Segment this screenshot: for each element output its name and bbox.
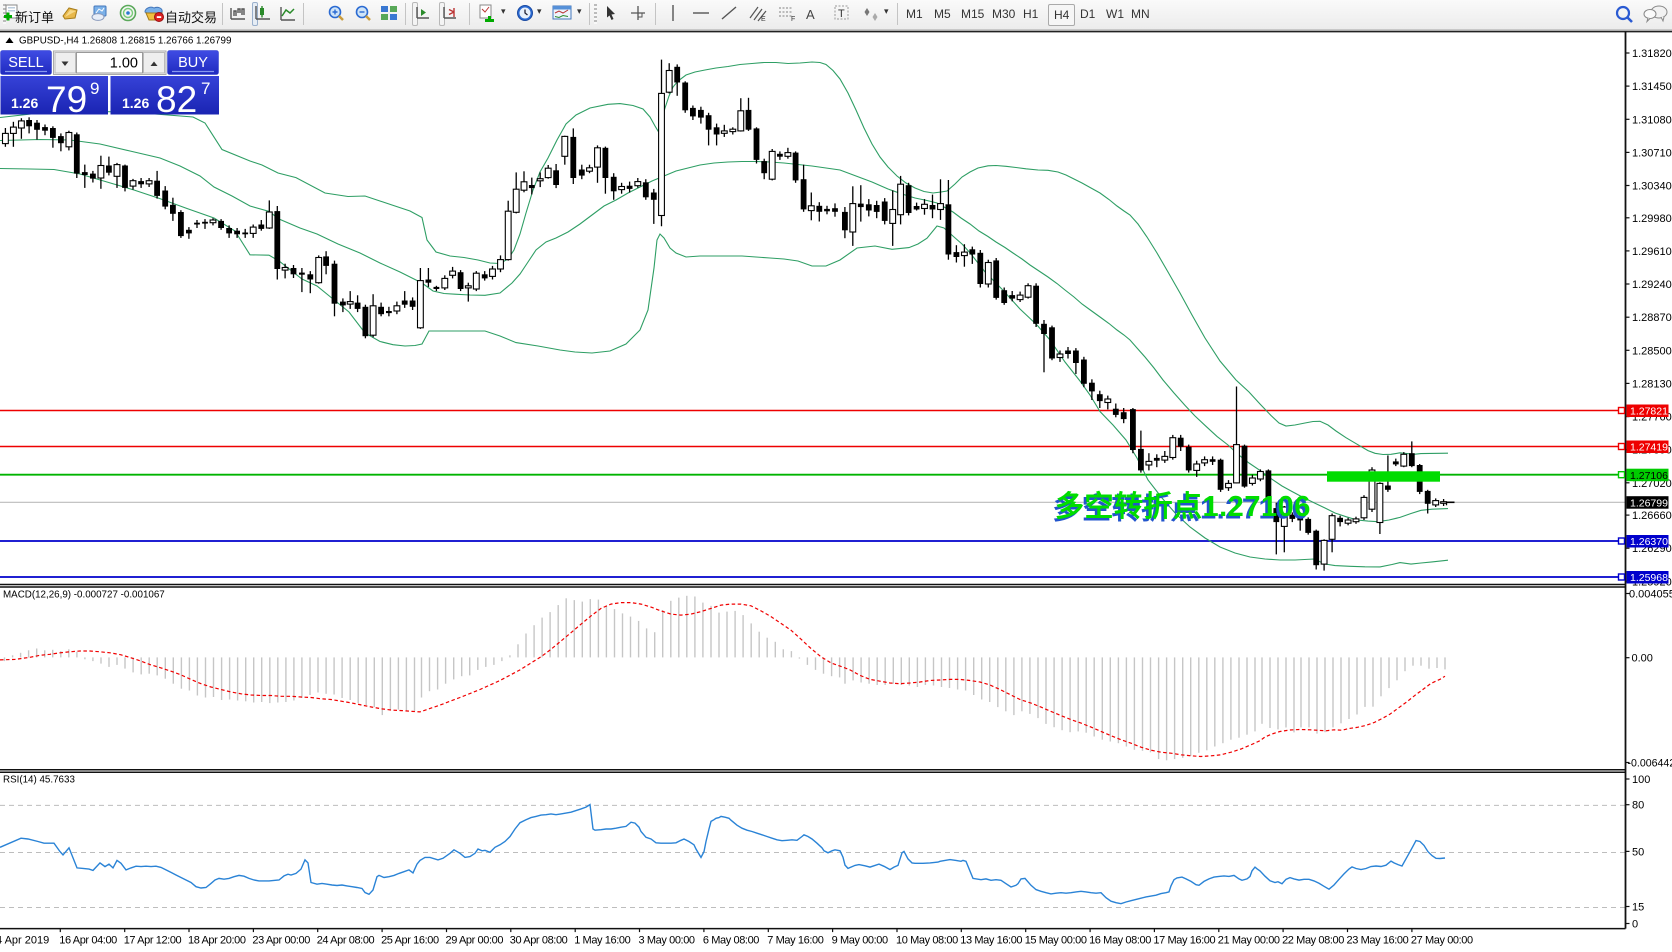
svg-text:MACD(12,26,9) -0.000727 -0.001: MACD(12,26,9) -0.000727 -0.001067 bbox=[3, 590, 165, 601]
svg-text:25 Apr 16:00: 25 Apr 16:00 bbox=[381, 935, 439, 947]
svg-text:E: E bbox=[761, 16, 766, 22]
svg-text:16 Apr 04:00: 16 Apr 04:00 bbox=[59, 935, 117, 947]
svg-text:7 May 16:00: 7 May 16:00 bbox=[767, 935, 823, 947]
svg-text:GBPUSD-,H4 1.26808 1.26815 1.: GBPUSD-,H4 1.26808 1.26815 1.26766 1.267… bbox=[19, 36, 231, 47]
svg-text:1.28870: 1.28870 bbox=[1632, 312, 1672, 324]
svg-text:23 May 16:00: 23 May 16:00 bbox=[1347, 935, 1409, 947]
svg-text:1 May 16:00: 1 May 16:00 bbox=[574, 935, 630, 947]
svg-text:10 May 08:00: 10 May 08:00 bbox=[896, 935, 958, 947]
svg-text:50: 50 bbox=[1632, 846, 1644, 858]
svg-text:F: F bbox=[791, 16, 795, 22]
svg-text:1.28130: 1.28130 bbox=[1632, 378, 1672, 390]
svg-text:17 May 16:00: 17 May 16:00 bbox=[1153, 935, 1215, 947]
svg-text:1.31450: 1.31450 bbox=[1632, 81, 1672, 93]
svg-text:1.00: 1.00 bbox=[110, 56, 138, 72]
svg-text:0: 0 bbox=[1632, 919, 1638, 931]
svg-text:1.31820: 1.31820 bbox=[1632, 48, 1672, 60]
svg-text:1.26660: 1.26660 bbox=[1632, 510, 1672, 522]
svg-text:1.30710: 1.30710 bbox=[1632, 147, 1672, 159]
svg-text:18 Apr 20:00: 18 Apr 20:00 bbox=[188, 935, 246, 947]
svg-text:RSI(14) 45.7633: RSI(14) 45.7633 bbox=[3, 775, 75, 786]
svg-text:21 May 00:00: 21 May 00:00 bbox=[1218, 935, 1280, 947]
svg-text:1.26799: 1.26799 bbox=[1630, 498, 1668, 510]
svg-text:7: 7 bbox=[201, 79, 210, 98]
svg-text:29 Apr 00:00: 29 Apr 00:00 bbox=[446, 935, 504, 947]
svg-text:22 May 08:00: 22 May 08:00 bbox=[1282, 935, 1344, 947]
svg-text:23 Apr 00:00: 23 Apr 00:00 bbox=[252, 935, 310, 947]
svg-text:1.26370: 1.26370 bbox=[1630, 536, 1668, 548]
svg-text:79: 79 bbox=[46, 79, 87, 120]
svg-text:T: T bbox=[838, 8, 845, 20]
svg-text:80: 80 bbox=[1632, 800, 1644, 812]
svg-text:SELL: SELL bbox=[8, 55, 43, 71]
svg-text:1.25968: 1.25968 bbox=[1630, 572, 1668, 584]
svg-text:1.28500: 1.28500 bbox=[1632, 345, 1672, 357]
svg-text:15 May 00:00: 15 May 00:00 bbox=[1025, 935, 1087, 947]
svg-text:1.27821: 1.27821 bbox=[1630, 406, 1668, 418]
svg-text:1.30340: 1.30340 bbox=[1632, 181, 1672, 193]
svg-text:1.27106: 1.27106 bbox=[1630, 470, 1668, 482]
svg-text:24 Apr 08:00: 24 Apr 08:00 bbox=[317, 935, 375, 947]
svg-text:82: 82 bbox=[156, 79, 197, 120]
svg-text:BUY: BUY bbox=[178, 55, 208, 71]
svg-text:1.27419: 1.27419 bbox=[1630, 442, 1668, 454]
svg-text:9 May 00:00: 9 May 00:00 bbox=[832, 935, 888, 947]
svg-text:0.00: 0.00 bbox=[1632, 653, 1653, 665]
svg-text:1.29240: 1.29240 bbox=[1632, 279, 1672, 291]
svg-text:15: 15 bbox=[1632, 902, 1644, 914]
svg-text:27 May 00:00: 27 May 00:00 bbox=[1411, 935, 1473, 947]
svg-text:6 May 08:00: 6 May 08:00 bbox=[703, 935, 759, 947]
svg-text:1.29980: 1.29980 bbox=[1632, 213, 1672, 225]
svg-text:16 May 08:00: 16 May 08:00 bbox=[1089, 935, 1151, 947]
svg-text:13 May 16:00: 13 May 16:00 bbox=[960, 935, 1022, 947]
svg-text:0.004055: 0.004055 bbox=[1629, 589, 1672, 601]
svg-text:-0.006442: -0.006442 bbox=[1628, 758, 1672, 770]
svg-text:9: 9 bbox=[90, 79, 99, 98]
svg-text:100: 100 bbox=[1632, 774, 1650, 786]
svg-text:30 Apr 08:00: 30 Apr 08:00 bbox=[510, 935, 568, 947]
svg-text:1.26: 1.26 bbox=[122, 95, 149, 111]
svg-text:3 May 00:00: 3 May 00:00 bbox=[639, 935, 695, 947]
svg-text:1.31080: 1.31080 bbox=[1632, 114, 1672, 126]
svg-text:17 Apr 12:00: 17 Apr 12:00 bbox=[124, 935, 182, 947]
svg-text:多空转折点1.27106: 多空转折点1.27106 bbox=[1055, 489, 1311, 523]
svg-text:4 Apr 2019: 4 Apr 2019 bbox=[0, 935, 49, 947]
svg-text:1.29610: 1.29610 bbox=[1632, 246, 1672, 258]
svg-text:1.26: 1.26 bbox=[11, 95, 38, 111]
